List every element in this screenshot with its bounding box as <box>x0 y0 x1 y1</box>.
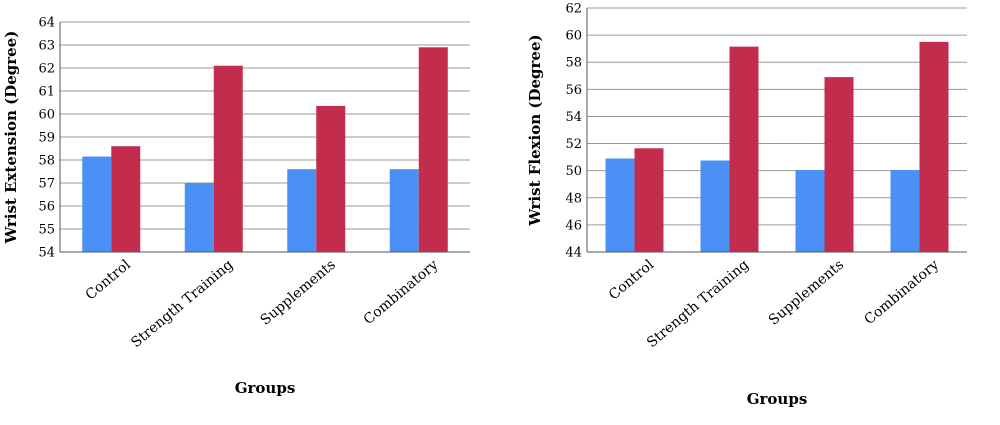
bar <box>919 41 949 253</box>
x-tick-label: Control <box>606 256 658 303</box>
x-tick-label: Control <box>83 256 135 303</box>
x-tick-label: Supplements <box>258 257 339 329</box>
y-tick-label: 56 <box>38 200 55 215</box>
y-tick-label: 62 <box>38 62 55 77</box>
y-tick-label: 57 <box>38 177 55 192</box>
y-tick-label: 58 <box>38 154 55 169</box>
bar <box>389 169 419 252</box>
y-tick-label: 63 <box>38 39 55 54</box>
bar <box>795 169 825 252</box>
x-tick-label: Combinatory <box>861 257 942 328</box>
bar <box>418 47 448 252</box>
bar <box>824 77 854 252</box>
y-tick-label: 48 <box>565 191 582 206</box>
bar <box>184 183 214 252</box>
bar <box>700 160 730 252</box>
bar <box>729 46 759 253</box>
y-tick-label: 54 <box>565 110 582 125</box>
y-tick-label: 60 <box>565 29 582 44</box>
x-axis-title: Groups <box>235 379 296 397</box>
y-tick-label: 55 <box>38 223 55 238</box>
x-axis-title: Groups <box>747 390 808 408</box>
x-tick-label: Supplements <box>766 257 847 329</box>
bar <box>82 156 112 252</box>
y-tick-label: 46 <box>565 218 582 233</box>
y-tick-label: 64 <box>38 16 55 31</box>
y-tick-label: 62 <box>565 2 582 17</box>
bar <box>213 65 243 252</box>
bar <box>111 146 141 252</box>
x-tick-label: Strength Training <box>128 257 236 351</box>
y-tick-label: 44 <box>565 246 582 261</box>
y-tick-label: 61 <box>38 85 55 100</box>
y-tick-label: 59 <box>38 131 55 146</box>
y-tick-label: 50 <box>565 164 582 179</box>
y-axis-title: Wrist Flexion (Degree) <box>526 34 544 226</box>
bar <box>890 169 920 252</box>
x-tick-label: Strength Training <box>644 257 752 351</box>
y-tick-label: 60 <box>38 108 55 123</box>
y-axis-title: Wrist Extension (Degree) <box>2 31 20 245</box>
bar <box>634 148 664 252</box>
x-tick-label: Combinatory <box>361 257 442 328</box>
y-tick-label: 52 <box>565 137 582 152</box>
bar <box>605 158 635 252</box>
y-tick-label: 56 <box>565 83 582 98</box>
y-tick-label: 54 <box>38 246 55 261</box>
bar <box>287 169 317 252</box>
y-tick-label: 58 <box>565 56 582 71</box>
bar <box>316 105 346 252</box>
